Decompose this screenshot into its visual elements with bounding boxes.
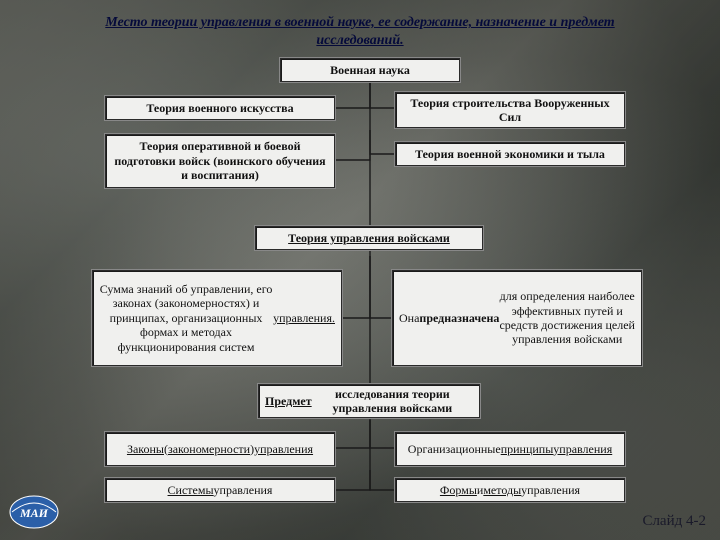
node-art: Теория военного искусства [105, 96, 335, 120]
node-sys: Системы управления [105, 478, 335, 502]
node-root: Военная наука [280, 58, 460, 82]
node-train: Теория оперативной и боевой подготовки в… [105, 134, 335, 188]
mai-logo: МАИ [6, 488, 62, 532]
connector-6 [342, 256, 370, 318]
connector-11 [335, 470, 370, 490]
connector-12 [370, 470, 395, 490]
connector-1 [335, 82, 370, 108]
node-econ: Теория военной экономики и тыла [395, 142, 625, 166]
node-princ: Организационные принципы управления [395, 432, 625, 466]
node-build: Теория строительства Вооруженных Сил [395, 92, 625, 128]
connector-4 [335, 130, 370, 160]
node-laws: Законы (закономерности) управления [105, 432, 335, 466]
logo-text: МАИ [19, 506, 49, 520]
node-def2: Она предназначена для определения наибол… [392, 270, 642, 366]
slide-stage: { "title": "Место теории управления в во… [0, 0, 720, 540]
node-subj: Предмет исследования теории управления в… [258, 384, 480, 418]
slide-number: Слайд 4-2 [642, 513, 706, 530]
slide-title: Место теории управления в военной науке,… [60, 14, 660, 49]
node-forms: Формы и методы управления [395, 478, 625, 502]
connector-2 [370, 82, 395, 108]
node-def1: Сумма знаний об управлении, его законах … [92, 270, 342, 366]
node-mgmt: Теория управления войсками [255, 226, 483, 250]
connector-3 [370, 130, 395, 154]
connector-7 [370, 256, 392, 318]
connector-9 [335, 420, 370, 448]
connector-10 [370, 420, 395, 448]
